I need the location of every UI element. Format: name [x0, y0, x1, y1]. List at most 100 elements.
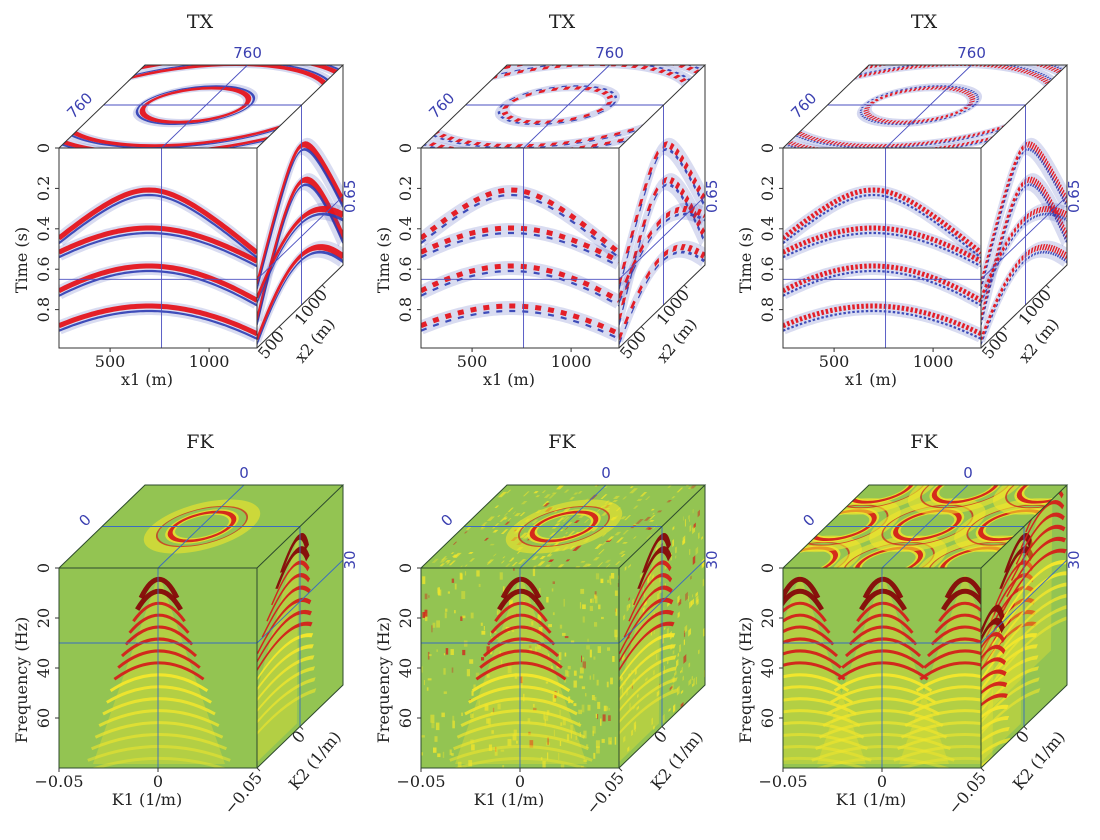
- noise-speck: [664, 626, 666, 631]
- noise-speck: [614, 590, 618, 596]
- noise-speck: [606, 536, 615, 541]
- noise-speck: [481, 657, 485, 661]
- noise-speck: [612, 656, 615, 662]
- noise-speck: [486, 516, 495, 521]
- noise-speck: [502, 586, 505, 594]
- spectrum-front-3-arc: [938, 601, 981, 623]
- noise-speck: [580, 588, 585, 594]
- slice-label-vertical: 30: [703, 550, 721, 569]
- noise-speck: [600, 494, 608, 500]
- noise-speck: [591, 695, 595, 701]
- spectrum-right-1-arc: [619, 644, 676, 720]
- noise-speck: [464, 564, 468, 567]
- noise-speck: [703, 627, 705, 637]
- spectrum-right-3-arc: [981, 617, 1005, 661]
- noise-speck: [601, 738, 605, 743]
- spectrum-right-1-arc: [981, 677, 1040, 768]
- spectrum-right-1-arc: [257, 633, 314, 704]
- noise-speck: [662, 713, 665, 724]
- spectrum-right-3-arc: [981, 726, 1010, 768]
- noise-speck: [676, 685, 680, 696]
- noise-speck: [647, 527, 653, 530]
- spectrum-right-1-arc: [257, 666, 316, 753]
- noise-speck: [500, 529, 509, 535]
- slice-label-vertical: 0.65: [703, 180, 721, 213]
- noise-speck: [563, 598, 565, 607]
- x-tick-label: 0: [877, 772, 887, 791]
- noise-speck: [559, 740, 562, 746]
- noise-speck: [629, 702, 631, 710]
- y-tick-label: 0: [396, 563, 415, 573]
- spectrum-front-2-arc: [833, 673, 933, 693]
- noise-speck: [639, 492, 648, 497]
- spectrum-right-1-arc: [641, 532, 671, 573]
- noise-speck: [546, 596, 549, 603]
- noise-speck: [624, 565, 627, 571]
- noise-speck: [502, 556, 506, 559]
- y-tick-label: 0.4: [34, 216, 53, 241]
- noise-speck: [421, 666, 423, 673]
- spectrum-right-1-arc: [619, 677, 678, 768]
- spectrum-front-1-arc: [497, 588, 545, 611]
- noise-speck: [436, 620, 440, 628]
- noise-speck: [556, 517, 565, 523]
- noise-speck: [629, 486, 634, 489]
- noise-speck: [581, 686, 586, 690]
- spectrum-front-3-arc: [897, 756, 981, 768]
- spectrum-front-1-arc: [456, 721, 586, 739]
- noise-speck: [617, 583, 619, 587]
- spectrum-front-1-arc: [783, 613, 831, 634]
- noise-speck: [615, 561, 621, 565]
- noise-speck: [622, 496, 628, 500]
- spectrum-front-1-arc: [98, 709, 220, 727]
- noise-speck: [689, 600, 692, 609]
- noise-speck: [492, 553, 497, 557]
- spectrum-front-2-arc: [844, 637, 922, 658]
- noise-speck: [560, 722, 563, 726]
- spectrum-right-3-arc: [981, 704, 1009, 768]
- z-tick-mark: [299, 726, 304, 730]
- slice-line-right-diagonal: [980, 195, 1068, 280]
- noise-speck: [575, 736, 577, 740]
- noise-speck: [622, 541, 628, 544]
- noise-speck: [452, 541, 458, 545]
- noise-speck: [462, 615, 466, 619]
- spectrum-right-1-arc: [257, 644, 314, 720]
- noise-speck: [653, 669, 655, 676]
- noise-speck: [517, 559, 527, 565]
- noise-speck: [637, 693, 639, 699]
- noise-speck: [548, 493, 557, 499]
- slice-label-x1: 0: [239, 464, 249, 482]
- noise-speck: [636, 498, 643, 501]
- noise-speck: [434, 736, 438, 742]
- noise-speck: [470, 713, 474, 718]
- noise-speck: [428, 595, 430, 598]
- spectrum-front-3-arc: [904, 709, 981, 727]
- slice-line-right-diagonal: [980, 559, 1068, 644]
- z-tick-mark: [321, 284, 326, 289]
- spectrum-front-1-arc: [486, 625, 556, 646]
- noise-speck: [500, 659, 503, 667]
- noise-speck: [610, 573, 615, 579]
- spectrum-front-1-arc: [464, 697, 578, 716]
- noise-speck: [522, 491, 530, 497]
- noise-speck: [539, 556, 546, 560]
- noise-speck: [666, 499, 672, 503]
- front-face: [421, 568, 619, 768]
- noise-speck: [451, 578, 455, 583]
- noise-speck: [628, 597, 631, 602]
- event-front-3: [59, 269, 257, 307]
- noise-speck: [431, 558, 439, 563]
- noise-speck: [589, 605, 593, 611]
- noise-speck: [600, 578, 604, 583]
- noise-speck: [645, 676, 648, 682]
- noise-speck: [454, 583, 457, 590]
- spectrum-right-1-arc: [619, 666, 678, 753]
- spectrum-front-2-arc: [862, 577, 904, 600]
- event-front-4: [59, 303, 257, 337]
- noise-speck: [532, 568, 536, 577]
- noise-speck: [562, 507, 572, 512]
- noise-speck: [446, 561, 451, 565]
- spectrum-front-1-arc: [135, 588, 183, 611]
- noise-speck: [556, 484, 562, 489]
